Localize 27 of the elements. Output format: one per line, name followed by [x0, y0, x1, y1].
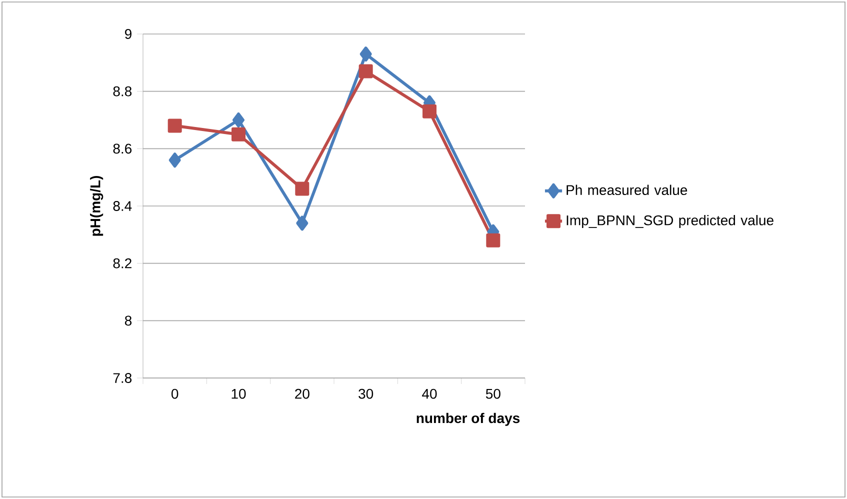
x-tick-label: 50: [486, 388, 500, 399]
point: [360, 46, 372, 62]
x-axis-title: number of days: [416, 412, 520, 426]
y-tick-label: 9: [125, 29, 132, 39]
y-tick-label: 7.8: [113, 373, 132, 383]
x-tick-label: 10: [232, 388, 246, 399]
point: [295, 182, 310, 196]
y-tick-label: 8.2: [113, 258, 132, 268]
point: [168, 118, 182, 133]
point: [296, 216, 308, 231]
y-tick-label: 8.8: [113, 86, 132, 96]
legend-label: Ph measured value: [566, 184, 688, 196]
y-axis-title: pH(mg/L): [90, 176, 104, 236]
x-tick-label: 0: [171, 388, 178, 399]
y-tick-label: 8.4: [113, 201, 132, 211]
x-tick-label: 30: [358, 388, 374, 399]
point: [358, 64, 373, 78]
y-tick-label: 8: [124, 316, 132, 326]
y-tick-label: 8.6: [113, 144, 132, 154]
x-tick-label: 20: [295, 388, 310, 399]
point: [232, 127, 246, 142]
point: [232, 112, 244, 128]
legend-label: Imp_BPNN_SGD predicted value: [566, 214, 774, 228]
x-tick-label: 40: [422, 388, 437, 399]
point: [168, 152, 181, 168]
point: [422, 104, 436, 118]
point: [486, 233, 500, 248]
